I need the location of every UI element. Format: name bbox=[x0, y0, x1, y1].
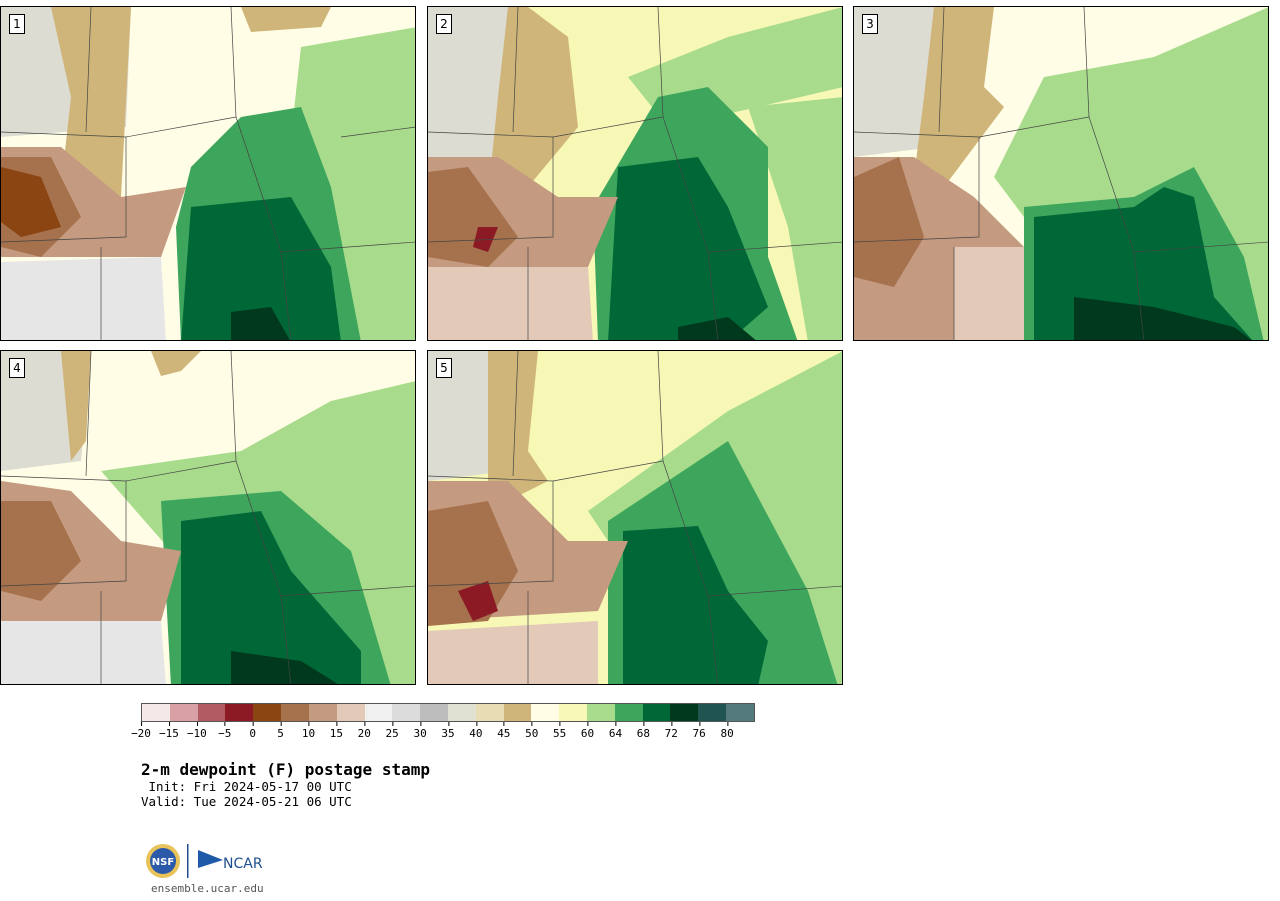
panel-label: 4 bbox=[9, 358, 25, 378]
colorbar-swatch bbox=[587, 704, 615, 721]
colorbar-tick-label: 40 bbox=[469, 722, 483, 740]
colorbar-swatch bbox=[503, 704, 532, 721]
colorbar-tick-label: 25 bbox=[385, 722, 399, 740]
colorbar-tick-label: 60 bbox=[580, 722, 595, 740]
nsf-ncar-logos: NSF NCAR bbox=[146, 844, 263, 878]
colorbar-swatch bbox=[614, 704, 643, 721]
colorbar-tick-label: 76 bbox=[692, 722, 706, 740]
colorbar-swatch bbox=[142, 704, 170, 721]
colorbar-tick-label: 45 bbox=[497, 722, 511, 740]
colorbar-swatch bbox=[308, 704, 337, 721]
colorbar-swatch bbox=[225, 704, 254, 721]
map-panel-1[interactable]: 1 bbox=[0, 6, 416, 341]
colorbar-tick-label: −20 bbox=[131, 722, 151, 740]
map-panel-4[interactable]: 4 bbox=[0, 350, 416, 685]
map-panel-3[interactable]: 3 bbox=[853, 6, 1269, 341]
colorbar-tick-label: 0 bbox=[249, 722, 256, 740]
colorbar-swatch bbox=[559, 704, 587, 721]
colorbar-swatch bbox=[726, 704, 754, 721]
panel-label: 2 bbox=[436, 14, 452, 34]
colorbar-tick-label: −10 bbox=[186, 722, 207, 740]
site-url: ensemble.ucar.edu bbox=[151, 882, 264, 895]
svg-text:NSF: NSF bbox=[152, 857, 174, 868]
colorbar-swatch bbox=[169, 704, 198, 721]
nsf-logo-icon: NSF bbox=[146, 844, 180, 878]
colorbar-tick-label: −15 bbox=[158, 722, 179, 740]
map-panel-5[interactable]: 5 bbox=[427, 350, 843, 685]
colorbar-swatch bbox=[475, 704, 504, 721]
svg-text:NCAR: NCAR bbox=[223, 856, 263, 872]
colorbar-tick-label: 50 bbox=[525, 722, 539, 740]
colorbar-swatch bbox=[698, 704, 727, 721]
dewpoint-map bbox=[428, 7, 842, 340]
colorbar-tick-label: 55 bbox=[553, 722, 567, 740]
colorbar-swatch bbox=[336, 704, 365, 721]
colorbar bbox=[141, 703, 755, 722]
colorbar-swatch bbox=[642, 704, 671, 721]
ncar-logo-icon: NCAR bbox=[198, 850, 263, 872]
colorbar-swatch bbox=[670, 704, 699, 721]
dewpoint-map bbox=[1, 351, 415, 684]
dewpoint-map bbox=[1, 7, 415, 340]
colorbar-tick-label: 15 bbox=[329, 722, 343, 740]
colorbar-swatch bbox=[420, 704, 448, 721]
dewpoint-map bbox=[428, 351, 842, 684]
colorbar-swatch bbox=[447, 704, 476, 721]
colorbar-tick-label: 80 bbox=[720, 722, 734, 740]
colorbar-tick-label: 30 bbox=[413, 722, 427, 740]
figure-title: 2-m dewpoint (F) postage stamp bbox=[141, 760, 430, 779]
colorbar-tick-label: 64 bbox=[608, 722, 623, 740]
colorbar-swatch bbox=[531, 704, 560, 721]
colorbar-tick-label: 72 bbox=[664, 722, 678, 740]
colorbar-swatch bbox=[253, 704, 282, 721]
colorbar-swatch bbox=[281, 704, 309, 721]
dewpoint-map bbox=[854, 7, 1268, 340]
map-panel-2[interactable]: 2 bbox=[427, 6, 843, 341]
colorbar-tick-label: 68 bbox=[636, 722, 650, 740]
colorbar-tick-label: −5 bbox=[218, 722, 232, 740]
colorbar-swatch bbox=[392, 704, 421, 721]
valid-time: Valid: Tue 2024-05-21 06 UTC bbox=[141, 794, 352, 809]
panel-label: 1 bbox=[9, 14, 25, 34]
panel-label: 5 bbox=[436, 358, 452, 378]
colorbar-ticks: −20 −15 −10 −5 0 5 10 15 20 25 30 35 40 45 50 55 60 64 68 7… bbox=[131, 722, 755, 741]
colorbar-tick-label: 35 bbox=[441, 722, 455, 740]
colorbar-tick-label: 20 bbox=[357, 722, 371, 740]
colorbar-tick-label: 10 bbox=[301, 722, 316, 740]
colorbar-swatch bbox=[197, 704, 226, 721]
colorbar-tick-label: 5 bbox=[277, 722, 284, 740]
init-time: Init: Fri 2024-05-17 00 UTC bbox=[141, 779, 352, 794]
panel-label: 3 bbox=[862, 14, 878, 34]
colorbar-swatch bbox=[364, 704, 393, 721]
